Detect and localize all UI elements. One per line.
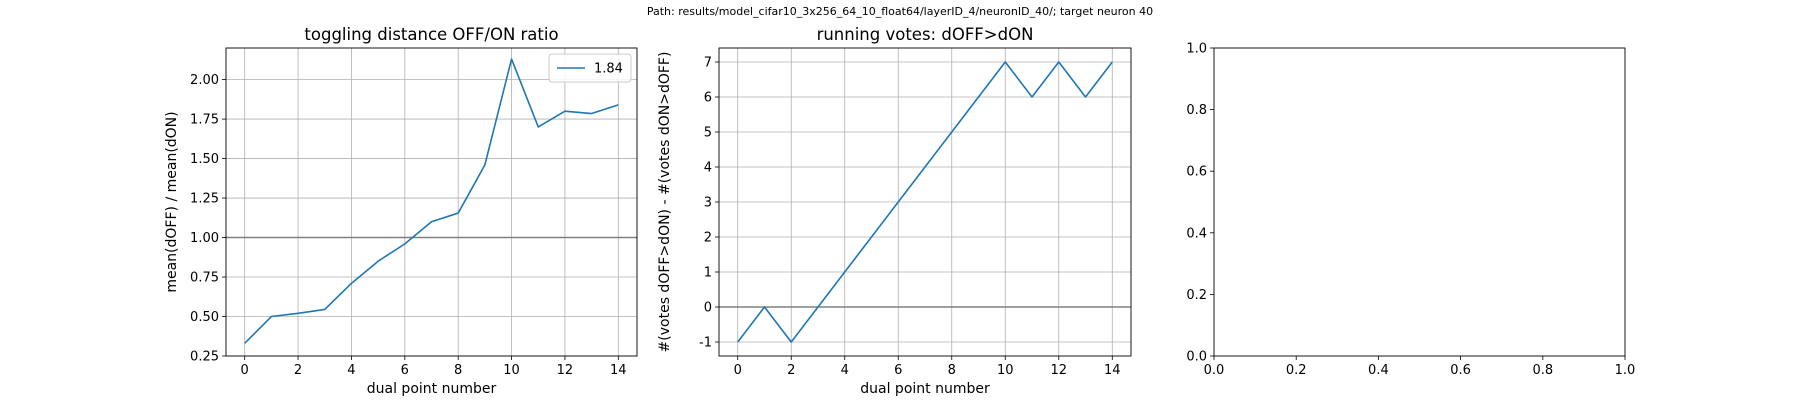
- y-tick-label: 0.75: [190, 271, 219, 286]
- x-tick-label: 14: [610, 363, 627, 378]
- subplot-title: running votes: dOFF>dON: [817, 25, 1034, 44]
- y-tick-label: 4: [704, 161, 712, 176]
- x-tick-label: 4: [841, 363, 849, 378]
- subplot-3: 0.0 0.2 0.4 0.6 0.8 1.0 0.0 0.2 0.4 0.6 0.8 1.0: [1186, 42, 1635, 379]
- x-tick-label: 2: [787, 363, 795, 378]
- x-tick-label: 4: [347, 363, 355, 378]
- x-tick-label: 0.4: [1368, 363, 1389, 378]
- y-tick-label: 3: [704, 196, 712, 211]
- y-axis-label: mean(dOFF) / mean(dON): [164, 111, 180, 292]
- axes-frame: [225, 47, 638, 357]
- series-line-1: [737, 61, 1113, 343]
- x-tick-label: 14: [1104, 363, 1121, 378]
- axes-frame: [1213, 47, 1626, 357]
- x-tick-label: 12: [557, 363, 574, 378]
- legend-box: [548, 53, 632, 83]
- x-tick-label: 10: [997, 363, 1014, 378]
- y-tick-label: 1.00: [190, 231, 219, 246]
- y-tick-label: 0.50: [190, 310, 219, 325]
- x-tick-label: 0.2: [1286, 363, 1307, 378]
- figure-suptitle: Path: results/model_cifar10_3x256_64_10_…: [646, 5, 1154, 18]
- y-tick-label: 0.25: [190, 350, 219, 365]
- y-tick-label: 0.6: [1186, 165, 1207, 180]
- y-tick-label: 7: [704, 56, 712, 71]
- x-tick-label: 0: [734, 363, 742, 378]
- y-tick-label: 1.0: [1186, 42, 1207, 57]
- x-tick-label: 0.6: [1450, 363, 1471, 378]
- y-tick-label: 1.25: [190, 192, 219, 207]
- y-axis-label: #(votes dOFF>dON) - #(votes dON>dOFF): [657, 52, 673, 353]
- y-tick-label: 2.00: [190, 73, 219, 88]
- x-tick-label: 8: [454, 363, 462, 378]
- subplot-title: toggling distance OFF/ON ratio: [304, 25, 558, 44]
- y-tick-label: 0.4: [1186, 226, 1207, 241]
- x-tick-label: 0: [241, 363, 249, 378]
- x-tick-label: 6: [894, 363, 902, 378]
- x-tick-label: 1.0: [1615, 363, 1636, 378]
- x-tick-label: 10: [503, 363, 520, 378]
- y-tick-label: 1.50: [190, 152, 219, 167]
- x-tick-label: 2: [294, 363, 302, 378]
- y-tick-label: 0.8: [1186, 103, 1207, 118]
- y-tick-label: 1.75: [190, 113, 219, 128]
- y-tick-label: 6: [704, 91, 712, 106]
- y-tick-label: 2: [704, 231, 712, 246]
- y-tick-label: 5: [704, 126, 712, 141]
- x-axis-label: dual point number: [860, 381, 990, 397]
- y-tick-label: -1: [699, 336, 712, 351]
- series-line-1: [244, 58, 619, 344]
- x-axis-label: dual point number: [367, 381, 497, 397]
- y-tick-label: 0: [704, 301, 712, 316]
- subplot-1: 0 2 4 6 8 10 12 14 0.25 0.50 0.75 1.00 1.25 1.50 1.75 2…: [164, 25, 638, 397]
- y-tick-label: 1: [704, 266, 712, 281]
- y-tick-label: 0.2: [1186, 288, 1207, 303]
- y-tick-label: 0.0: [1186, 350, 1207, 365]
- x-tick-label: 6: [401, 363, 409, 378]
- x-tick-label: 12: [1050, 363, 1067, 378]
- legend-label: 1.84: [594, 62, 623, 77]
- x-tick-label: 0.0: [1204, 363, 1225, 378]
- x-tick-label: 8: [948, 363, 956, 378]
- x-tick-label: 0.8: [1532, 363, 1553, 378]
